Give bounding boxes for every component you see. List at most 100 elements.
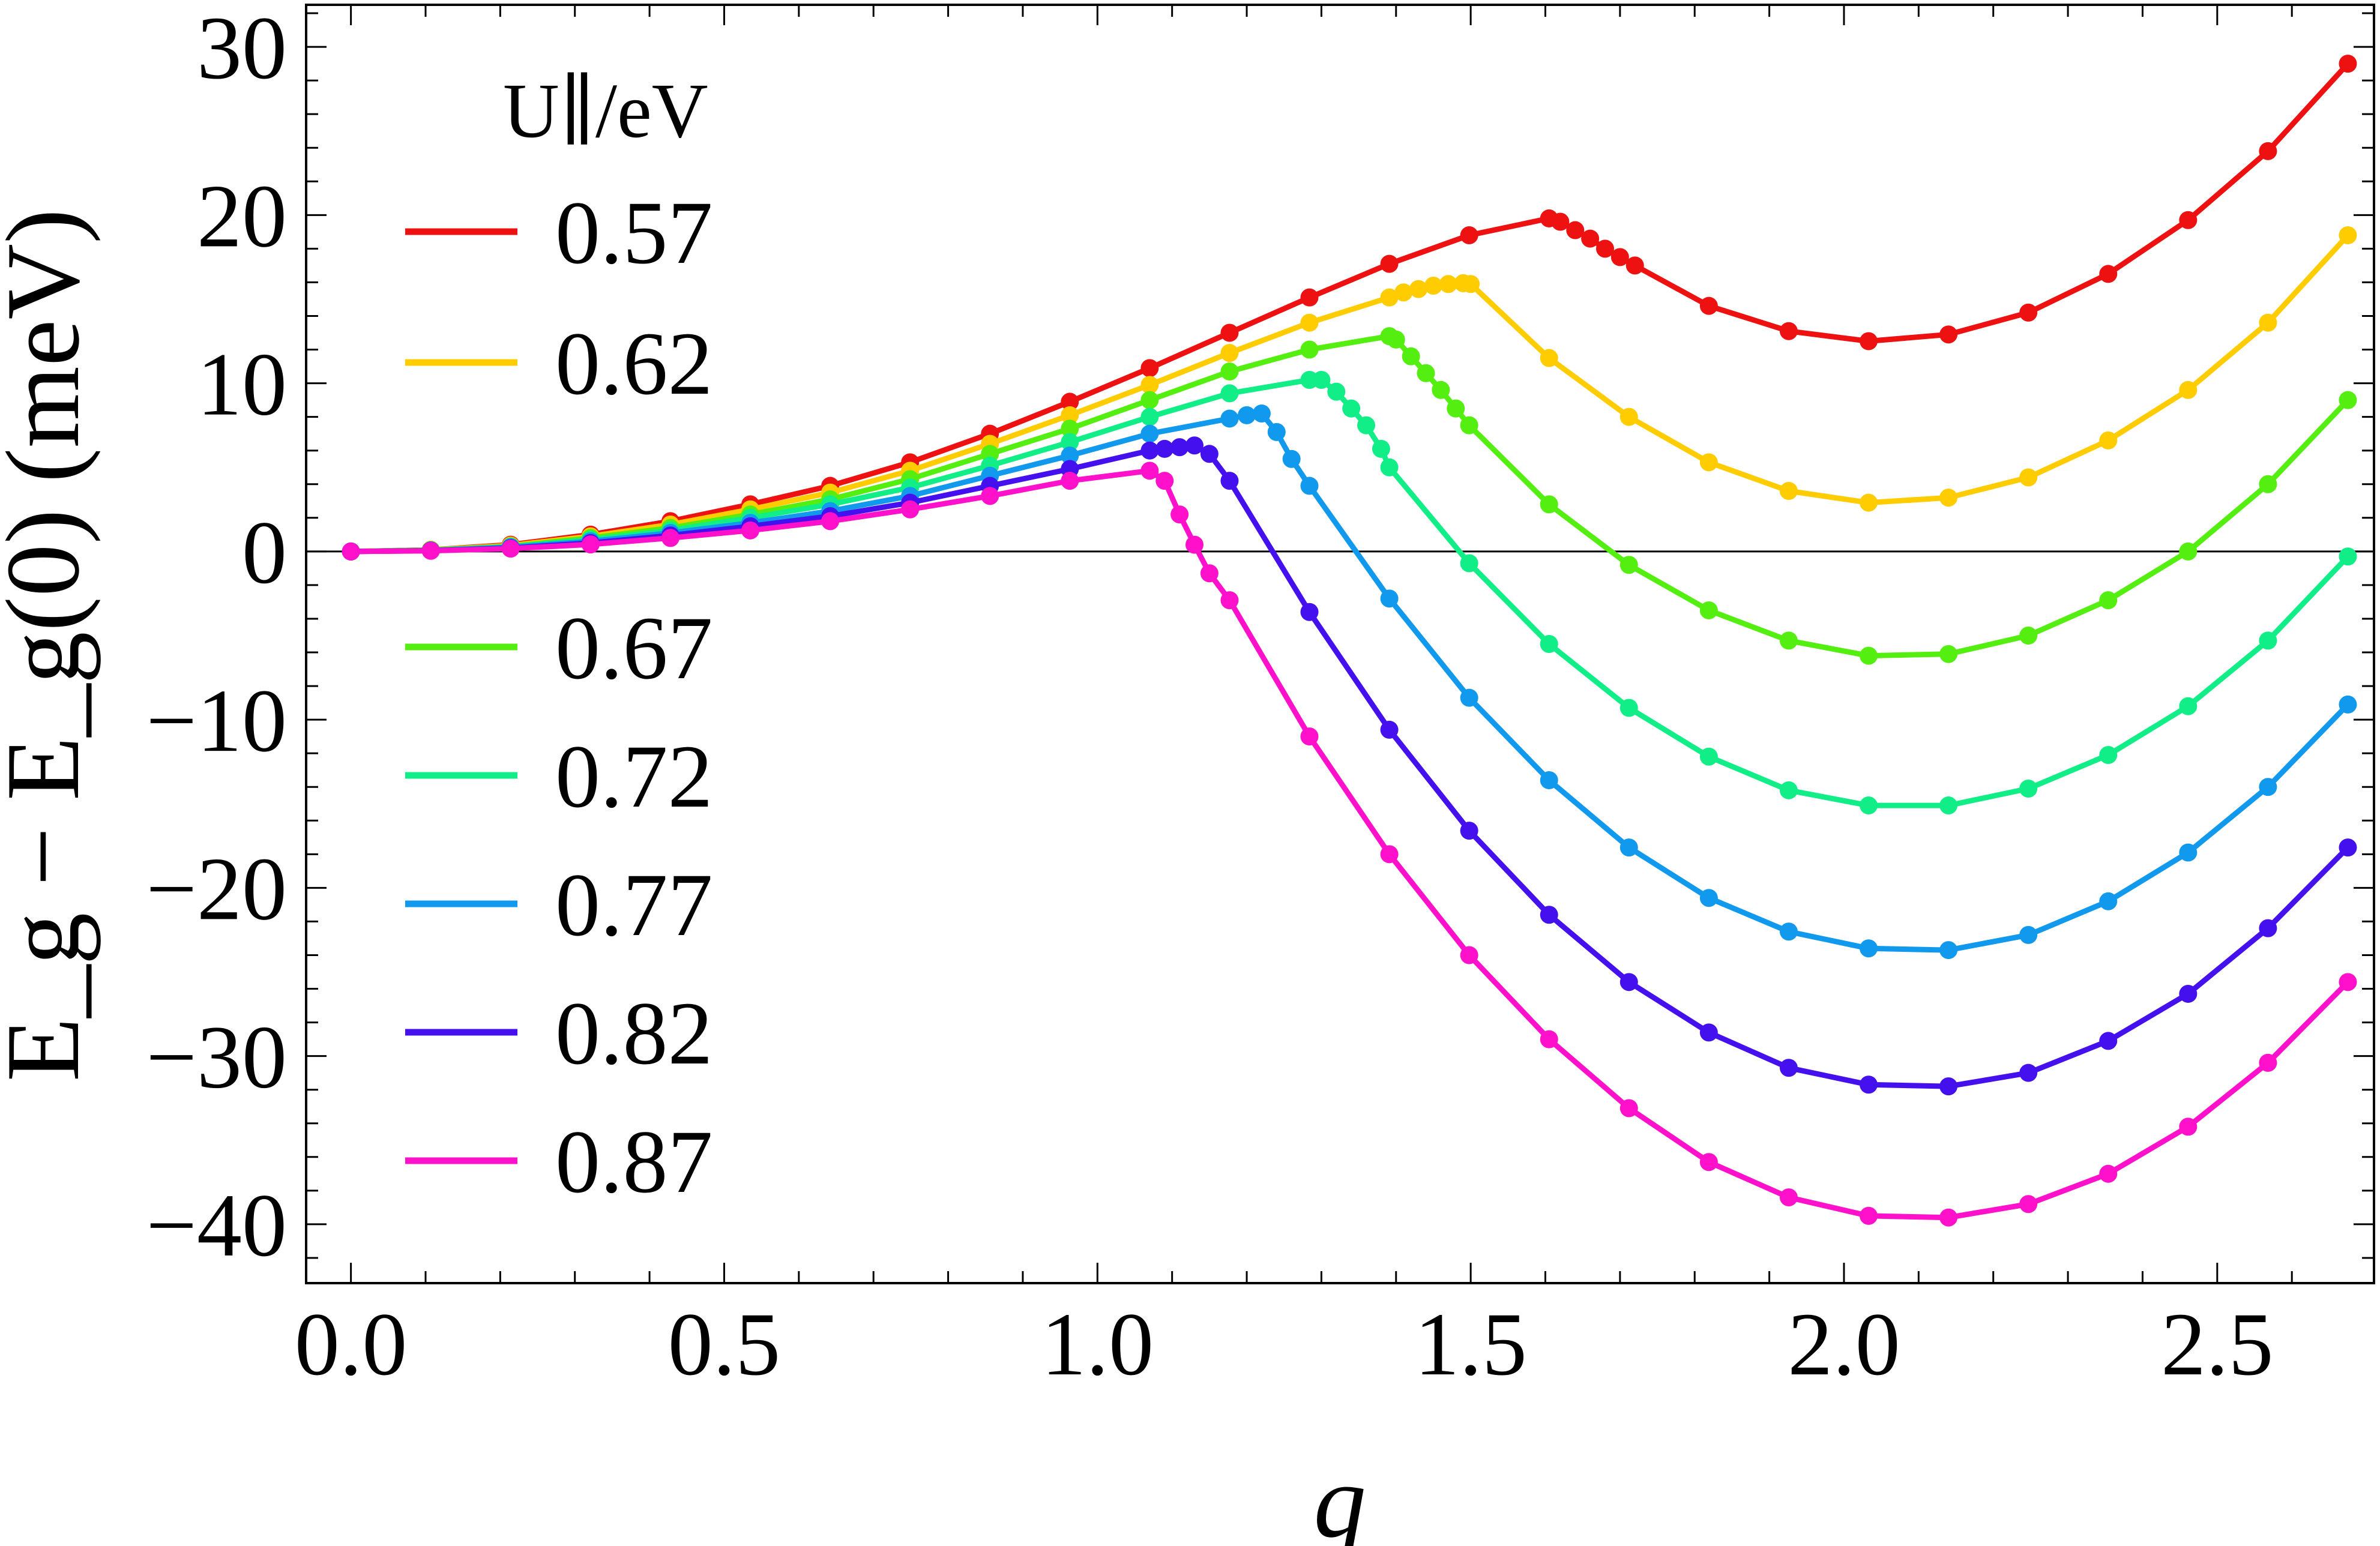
data-point — [2099, 1164, 2118, 1183]
data-point — [2019, 303, 2038, 322]
data-point — [1282, 450, 1301, 468]
data-point — [1619, 699, 1638, 717]
data-point — [1699, 889, 1718, 907]
series-0.87 — [342, 462, 2357, 1227]
data-point — [1394, 283, 1413, 302]
legend-label: 0.82 — [555, 984, 713, 1083]
data-point — [1357, 416, 1376, 435]
data-point — [2179, 984, 2198, 1003]
data-point — [1380, 254, 1399, 273]
data-point — [1447, 399, 1465, 418]
data-point — [2019, 780, 2038, 798]
data-point — [1625, 256, 1644, 275]
data-point — [1155, 439, 1174, 458]
data-point — [1342, 399, 1361, 418]
x-axis-ticks: 0.0 0.5 1.0 1.5 2.0 2.5 — [295, 5, 2293, 1394]
x-tick-label: 0.5 — [668, 1295, 781, 1394]
series-0.62 — [342, 226, 2357, 561]
data-point — [1779, 481, 1798, 500]
data-point — [421, 541, 440, 560]
data-point — [2019, 626, 2038, 645]
data-point — [1619, 973, 1638, 991]
data-point — [1140, 359, 1159, 377]
data-point — [1439, 275, 1457, 293]
y-axis-label: E_g − E_g(0) (meV) — [0, 209, 101, 1082]
data-point — [2099, 745, 2118, 764]
data-point — [1566, 221, 1585, 239]
data-point — [1779, 1059, 1798, 1077]
x-axis-label: q — [1313, 1443, 1366, 1546]
x-tick-label: 2.0 — [1788, 1295, 1900, 1394]
legend-label: 0.57 — [555, 183, 713, 283]
y-tick-label: −40 — [146, 1176, 287, 1275]
legend-label: 0.72 — [555, 727, 713, 826]
data-point — [1170, 505, 1189, 524]
data-point — [1939, 325, 1958, 344]
data-point — [2259, 142, 2277, 160]
data-point — [1619, 838, 1638, 857]
data-point — [1619, 556, 1638, 574]
data-point — [1462, 275, 1480, 293]
data-point — [1540, 495, 1558, 514]
data-point — [1581, 229, 1600, 248]
data-point — [2179, 542, 2198, 561]
data-point — [1300, 727, 1319, 746]
data-point — [2179, 211, 2198, 229]
data-point — [1551, 212, 1570, 231]
data-point — [1170, 438, 1189, 457]
data-point — [1699, 1153, 1718, 1172]
legend-label: 0.87 — [555, 1112, 713, 1212]
data-point — [1460, 822, 1478, 840]
data-point — [1220, 472, 1239, 490]
x-tick-label: 2.5 — [2161, 1295, 2274, 1394]
data-point — [1699, 1023, 1718, 1042]
data-point — [2019, 1063, 2038, 1082]
data-point — [1860, 1206, 1878, 1225]
data-point — [1267, 423, 1286, 441]
legend-label: 0.77 — [555, 855, 713, 955]
data-point — [1939, 1208, 1958, 1227]
data-point — [1300, 340, 1319, 359]
data-point — [2259, 919, 2277, 937]
data-point — [1779, 322, 1798, 340]
y-tick-label: −30 — [146, 1008, 287, 1107]
data-point — [1327, 382, 1346, 401]
data-point — [1300, 603, 1319, 621]
data-point — [1220, 323, 1239, 342]
data-point — [1200, 564, 1219, 583]
series-line — [351, 468, 2350, 1221]
data-point — [1540, 635, 1558, 653]
data-point — [1200, 445, 1219, 463]
data-point — [2259, 313, 2277, 332]
data-point — [1300, 288, 1319, 307]
data-point — [1460, 226, 1478, 244]
data-point — [2099, 591, 2118, 610]
data-point — [1699, 747, 1718, 766]
data-point — [2019, 1195, 2038, 1214]
y-tick-label: 0 — [242, 503, 287, 603]
data-point — [1939, 796, 1958, 815]
data-point — [1596, 239, 1615, 258]
data-point — [1409, 280, 1428, 298]
data-point — [1619, 408, 1638, 426]
data-point — [1860, 939, 1878, 958]
data-point — [2339, 391, 2357, 409]
data-point — [2259, 778, 2277, 796]
x-tick-label: 1.5 — [1414, 1295, 1527, 1394]
data-point — [1220, 591, 1239, 610]
data-point — [1372, 439, 1390, 458]
y-tick-label: −20 — [146, 839, 287, 939]
data-point — [2339, 838, 2357, 857]
data-point — [1939, 1077, 1958, 1096]
data-point — [1140, 424, 1159, 443]
data-point — [1860, 1075, 1878, 1094]
data-point — [1380, 589, 1399, 608]
y-tick-label: −10 — [146, 671, 287, 771]
data-point — [1140, 441, 1159, 460]
series-layer — [342, 55, 2357, 1227]
y-tick-label: 20 — [197, 166, 287, 266]
data-point — [1540, 1030, 1558, 1048]
data-point — [1779, 631, 1798, 650]
y-axis-ticks: 30 20 10 0 −10 −20 −30 −40 — [146, 0, 2374, 1275]
